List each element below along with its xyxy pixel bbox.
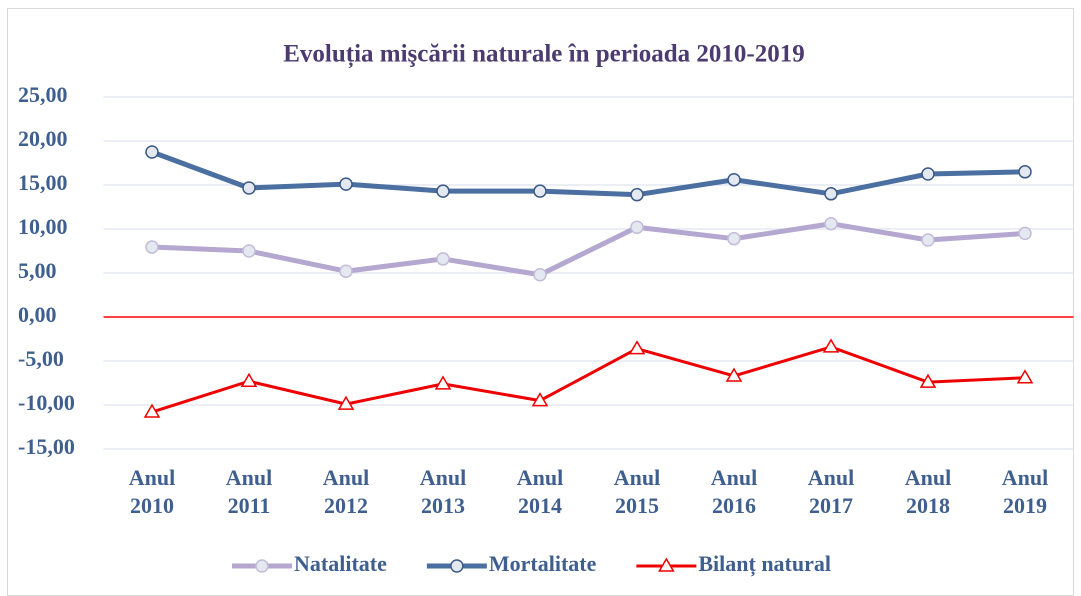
marker xyxy=(339,264,353,278)
x-tick-label: Anul 2014 xyxy=(517,465,563,518)
marker xyxy=(824,216,838,231)
x-tick-label: Anul 2019 xyxy=(1002,465,1048,518)
y-tick-label: 5,00 xyxy=(18,258,57,283)
y-tick-label: -15,00 xyxy=(18,434,75,459)
x-tick-label: Anul 2011 xyxy=(226,465,272,518)
marker xyxy=(255,559,269,573)
marker xyxy=(242,181,256,195)
marker xyxy=(727,231,741,246)
marker xyxy=(921,167,935,181)
marker xyxy=(337,395,355,410)
marker xyxy=(921,233,935,247)
marker xyxy=(824,187,838,201)
y-tick-label: 10,00 xyxy=(18,214,68,239)
x-tick-label: Anul 2012 xyxy=(323,465,369,518)
series-line xyxy=(151,345,1026,414)
marker xyxy=(240,372,258,387)
x-tick-label: Anul 2010 xyxy=(129,465,175,518)
series-line xyxy=(151,221,1026,278)
y-tick-label: 15,00 xyxy=(18,170,68,195)
y-tick-label: 0,00 xyxy=(18,302,57,327)
marker xyxy=(658,557,675,572)
x-tick-label: Anul 2015 xyxy=(614,465,660,518)
x-tick-label: Anul 2017 xyxy=(808,465,854,518)
legend-label: Bilanț natural xyxy=(698,551,831,577)
marker xyxy=(1018,226,1032,241)
marker xyxy=(1018,165,1032,179)
marker xyxy=(450,559,464,573)
series-line xyxy=(151,149,1026,198)
marker xyxy=(727,172,741,187)
y-tick-label: -10,00 xyxy=(18,390,75,415)
marker xyxy=(725,367,743,382)
y-tick-label: -5,00 xyxy=(18,346,64,371)
chart-title: Evoluția mişcării naturale în perioada 2… xyxy=(283,41,805,69)
marker xyxy=(919,373,937,388)
y-tick-label: 20,00 xyxy=(18,126,68,151)
x-tick-label: Anul 2013 xyxy=(420,465,466,518)
marker xyxy=(533,184,547,198)
y-tick-label: 25,00 xyxy=(18,82,68,107)
marker xyxy=(145,145,159,159)
marker xyxy=(531,392,549,407)
marker xyxy=(822,338,840,353)
legend-label: Natalitate xyxy=(294,551,387,576)
marker xyxy=(143,403,161,418)
marker xyxy=(436,252,450,266)
marker xyxy=(145,240,159,254)
marker xyxy=(1016,369,1034,384)
x-tick-label: Anul 2016 xyxy=(711,465,757,518)
marker xyxy=(630,187,644,202)
marker xyxy=(339,177,353,191)
marker xyxy=(533,268,547,282)
marker xyxy=(630,220,644,234)
marker xyxy=(434,375,452,390)
marker xyxy=(436,184,450,198)
x-tick-label: Anul 2018 xyxy=(905,465,951,518)
legend-label: Mortalitate xyxy=(489,551,597,576)
marker xyxy=(242,244,256,258)
marker xyxy=(628,340,646,355)
chart-border xyxy=(7,8,1074,596)
